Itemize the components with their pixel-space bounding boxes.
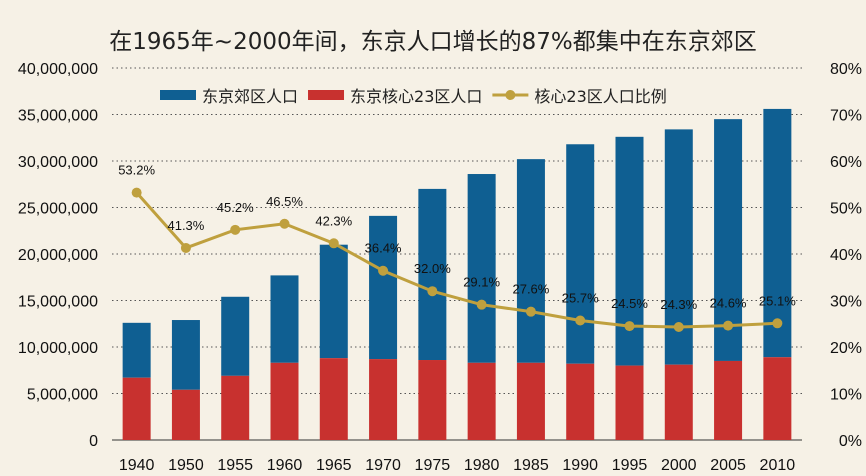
y-tick-label: 35,000,000 bbox=[18, 108, 98, 125]
y-tick-label: 40,000,000 bbox=[18, 61, 98, 78]
bar-suburb bbox=[467, 174, 496, 363]
x-tick-label: 1995 bbox=[612, 457, 648, 474]
ratio-point bbox=[180, 242, 191, 253]
bar-suburb bbox=[122, 322, 151, 378]
data-label: 29.1% bbox=[463, 275, 500, 290]
data-label: 25.7% bbox=[562, 290, 599, 305]
bar-core bbox=[171, 389, 200, 440]
x-tick-label: 1940 bbox=[119, 457, 155, 474]
y2-tick-label: 40% bbox=[830, 247, 862, 264]
bar-core bbox=[467, 362, 496, 440]
ratio-point bbox=[378, 265, 389, 276]
bar-suburb bbox=[369, 215, 398, 360]
x-tick-label: 1965 bbox=[316, 457, 352, 474]
x-tick-label: 2010 bbox=[760, 457, 796, 474]
legend-label: 东京郊区人口 bbox=[202, 87, 298, 106]
data-label: 41.3% bbox=[167, 218, 204, 233]
ratio-point bbox=[772, 318, 783, 329]
ratio-point bbox=[476, 299, 487, 310]
bar-core bbox=[369, 359, 398, 440]
x-tick-label: 1990 bbox=[562, 457, 598, 474]
bar-core bbox=[221, 375, 250, 440]
data-label: 25.1% bbox=[759, 293, 796, 308]
x-tick-label: 1985 bbox=[513, 457, 549, 474]
x-tick-label: 2005 bbox=[710, 457, 746, 474]
data-label: 46.5% bbox=[266, 194, 303, 209]
bar-suburb bbox=[319, 244, 348, 359]
bar-core bbox=[122, 377, 151, 440]
y-tick-label: 10,000,000 bbox=[18, 340, 98, 357]
legend-swatch-marker bbox=[505, 90, 516, 100]
bar-suburb bbox=[516, 159, 545, 363]
x-tick-label: 1960 bbox=[267, 457, 303, 474]
ratio-line bbox=[135, 191, 778, 329]
x-tick-label: 1980 bbox=[464, 457, 500, 474]
ratio-point bbox=[673, 322, 684, 333]
y-tick-label: 0 bbox=[89, 433, 98, 450]
ratio-point bbox=[328, 238, 339, 249]
ratio-point bbox=[230, 224, 241, 235]
bar-core bbox=[319, 358, 348, 440]
y-tick-label: 30,000,000 bbox=[18, 154, 98, 171]
bar-core bbox=[566, 363, 595, 440]
data-label: 45.2% bbox=[217, 200, 254, 215]
legend-label: 核心23区人口比例 bbox=[534, 87, 666, 106]
y2-tick-label: 20% bbox=[830, 340, 862, 357]
data-label: 36.4% bbox=[365, 241, 402, 256]
y-tick-label: 25,000,000 bbox=[18, 201, 98, 218]
y2-tick-label: 30% bbox=[830, 294, 862, 311]
y2-tick-label: 50% bbox=[830, 201, 862, 218]
bar-core bbox=[714, 360, 743, 440]
ratio-point bbox=[624, 321, 635, 332]
data-label: 24.5% bbox=[611, 296, 648, 311]
bar-suburb bbox=[763, 108, 792, 358]
ratio-point bbox=[723, 320, 734, 331]
legend-swatch bbox=[308, 90, 345, 100]
x-tick-label: 1975 bbox=[415, 457, 451, 474]
y2-tick-label: 80% bbox=[830, 61, 862, 78]
bar-suburb bbox=[221, 296, 250, 376]
data-label: 32.0% bbox=[414, 261, 451, 276]
y2-tick-label: 0% bbox=[839, 433, 862, 450]
x-tick-label: 1950 bbox=[168, 457, 204, 474]
bar-suburb bbox=[270, 275, 299, 363]
y-tick-label: 20,000,000 bbox=[18, 247, 98, 264]
x-tick-label: 1955 bbox=[217, 457, 253, 474]
ratio-point bbox=[575, 315, 586, 326]
data-label: 24.3% bbox=[660, 297, 697, 312]
ratio-point bbox=[279, 218, 290, 229]
ratio-point bbox=[525, 306, 536, 317]
bar-core bbox=[418, 360, 447, 440]
data-label: 24.6% bbox=[710, 296, 747, 311]
legend-label: 东京核心23区人口 bbox=[350, 87, 482, 106]
chart-title: 在1965年~2000年间，东京人口增长的87%都集中在东京郊区 bbox=[109, 29, 757, 55]
bar-core bbox=[516, 362, 545, 440]
bar-core bbox=[763, 357, 792, 440]
bar-suburb bbox=[171, 320, 200, 390]
data-label: 27.6% bbox=[512, 282, 549, 297]
y2-tick-label: 10% bbox=[830, 387, 862, 404]
y2-tick-label: 60% bbox=[830, 154, 862, 171]
bar-core bbox=[664, 364, 693, 440]
data-label: 42.3% bbox=[315, 213, 352, 228]
bar-suburb bbox=[566, 144, 595, 364]
legend-swatch bbox=[160, 90, 196, 100]
bar-core bbox=[270, 362, 299, 440]
y2-tick-label: 70% bbox=[830, 108, 862, 125]
y-tick-label: 5,000,000 bbox=[27, 387, 98, 404]
bar-suburb bbox=[418, 188, 447, 361]
data-label: 53.2% bbox=[118, 163, 155, 178]
ratio-point bbox=[427, 286, 438, 297]
x-tick-label: 2000 bbox=[661, 457, 697, 474]
x-tick-label: 1970 bbox=[365, 457, 401, 474]
ratio-point bbox=[131, 187, 142, 198]
bar-core bbox=[615, 365, 644, 440]
y-tick-label: 15,000,000 bbox=[18, 294, 98, 311]
bar-suburb bbox=[615, 136, 644, 366]
